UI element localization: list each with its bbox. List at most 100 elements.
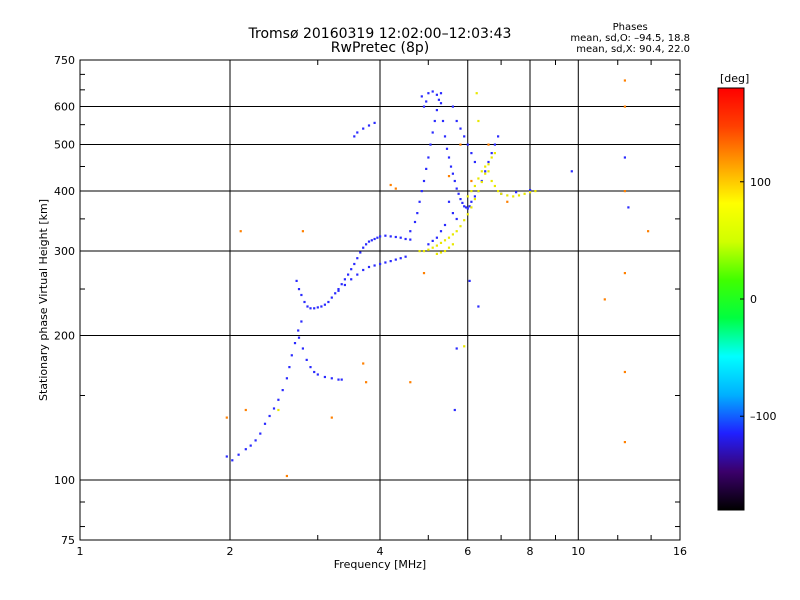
data-point: [337, 288, 340, 291]
data-point: [313, 307, 316, 310]
data-point: [447, 246, 451, 249]
data-point: [373, 264, 376, 267]
data-point: [404, 237, 407, 241]
data-point: [225, 416, 228, 419]
data-point: [475, 92, 478, 95]
data-point: [466, 213, 469, 216]
data-point: [379, 235, 382, 238]
data-point: [473, 195, 476, 198]
data-point: [455, 217, 458, 221]
data-point: [306, 305, 309, 308]
data-point: [470, 200, 473, 203]
data-point: [334, 292, 337, 295]
data-point: [409, 381, 412, 384]
data-point: [362, 127, 365, 130]
data-point: [463, 345, 466, 348]
data-point: [433, 119, 436, 123]
data-point: [389, 235, 392, 238]
data-point: [477, 190, 480, 193]
data-point: [439, 230, 443, 233]
data-point: [431, 131, 434, 134]
data-point: [480, 180, 483, 184]
data-point: [305, 358, 308, 361]
data-point: [237, 453, 240, 456]
x-tick-label: 6: [464, 545, 471, 558]
data-point: [464, 206, 468, 209]
x-tick-label: 10: [571, 545, 585, 558]
data-point: [413, 220, 417, 224]
data-point: [470, 206, 473, 209]
data-point: [347, 273, 350, 276]
data-point: [623, 370, 626, 374]
data-point: [461, 201, 464, 204]
data-point: [323, 375, 326, 379]
data-point: [484, 170, 487, 173]
data-point: [487, 160, 490, 164]
data-point: [455, 119, 458, 123]
x-tick-label: 2: [227, 545, 234, 558]
data-points: [225, 79, 650, 478]
data-point: [647, 230, 650, 233]
data-point: [439, 92, 443, 95]
data-point: [435, 109, 438, 112]
y-tick-label: 400: [54, 185, 75, 198]
data-point: [431, 239, 434, 242]
data-point: [451, 212, 454, 215]
data-point: [337, 378, 340, 381]
data-point: [420, 190, 423, 193]
colorbar-label: [deg]: [720, 72, 749, 85]
data-point: [484, 165, 487, 168]
data-point: [316, 373, 319, 376]
data-point: [362, 362, 365, 365]
data-point: [422, 179, 426, 183]
data-point: [263, 422, 267, 425]
data-point: [534, 190, 537, 193]
data-point: [295, 279, 298, 282]
colorbar-tick-label: 0: [750, 293, 757, 306]
data-point: [453, 179, 456, 183]
data-point: [290, 354, 293, 357]
x-tick-label: 16: [673, 545, 687, 558]
data-point: [404, 255, 407, 258]
data-point: [365, 381, 368, 384]
data-point: [435, 236, 438, 239]
data-point: [330, 416, 333, 419]
data-point: [441, 119, 445, 123]
data-point: [301, 347, 304, 350]
data-point: [443, 239, 447, 242]
data-point: [623, 441, 626, 444]
data-point: [297, 288, 301, 291]
data-point: [427, 248, 430, 251]
data-point: [285, 377, 288, 380]
data-point: [409, 238, 412, 241]
data-point: [288, 366, 291, 369]
data-point: [373, 121, 376, 124]
data-point: [367, 265, 371, 269]
y-tick-label: 300: [54, 245, 75, 258]
data-point: [463, 205, 466, 208]
data-point: [512, 195, 515, 198]
data-point: [367, 124, 371, 127]
data-point: [484, 172, 487, 175]
data-point: [623, 105, 626, 108]
data-point: [473, 198, 476, 201]
data-point: [451, 243, 454, 246]
data-point: [362, 268, 365, 272]
data-point: [529, 191, 532, 194]
data-point: [297, 336, 301, 339]
data-point: [337, 289, 340, 292]
phase-statistics: Phases mean, sd,O: –94.5, 18.8 mean, sd,…: [570, 22, 690, 55]
data-point: [490, 156, 493, 159]
data-point: [443, 223, 447, 227]
data-point: [429, 143, 432, 146]
y-tick-label: 75: [61, 534, 75, 547]
data-point: [493, 152, 496, 155]
data-point: [506, 200, 509, 203]
data-point: [389, 183, 392, 187]
data-point: [353, 135, 356, 138]
x-axis-ticks: 1 2 4 6 8 10 16: [77, 60, 687, 558]
y-tick-label: 600: [54, 101, 75, 114]
data-point: [459, 198, 462, 201]
data-point: [254, 439, 257, 442]
data-point: [422, 272, 426, 275]
